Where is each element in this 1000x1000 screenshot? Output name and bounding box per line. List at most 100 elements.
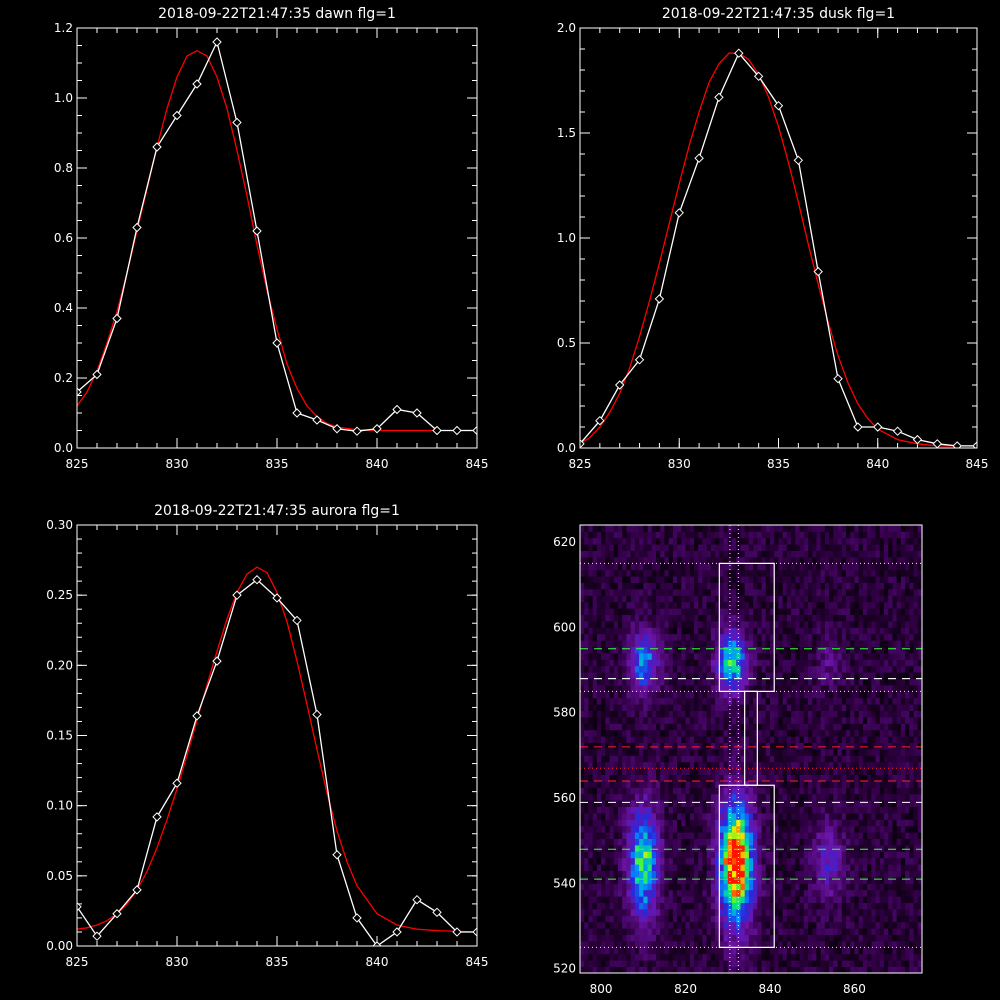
heatmap-cell — [668, 697, 674, 705]
heatmap-cell — [786, 685, 792, 692]
heatmap-cell — [639, 550, 644, 558]
heatmap-cell — [753, 608, 758, 615]
heatmap-cell — [795, 774, 800, 782]
heatmap-cell — [626, 717, 632, 724]
heatmap-cell — [630, 800, 636, 807]
heatmap-cell — [706, 717, 712, 724]
heatmap-cell — [748, 781, 754, 788]
heatmap-cell — [820, 685, 826, 692]
heatmap-cell — [795, 800, 800, 807]
heatmap-cell — [596, 755, 602, 763]
heatmap-cell — [833, 934, 838, 942]
heatmap-cell — [580, 832, 585, 839]
heatmap-cell — [761, 621, 767, 628]
heatmap-cell — [841, 531, 847, 539]
heatmap-cell — [795, 672, 800, 679]
heatmap-cell — [618, 710, 623, 718]
heatmap-cell — [791, 896, 796, 903]
heatmap-cell — [795, 742, 800, 750]
heatmap-cell — [820, 915, 826, 923]
heatmap-cell — [605, 768, 610, 775]
heatmap-cell — [681, 627, 686, 635]
heatmap-cell — [643, 800, 648, 807]
heatmap-cell — [685, 685, 691, 692]
heatmap-cell — [630, 685, 636, 692]
heatmap-cell — [618, 889, 623, 897]
heatmap-cell — [782, 947, 788, 955]
heatmap-cell — [677, 595, 682, 603]
heatmap-cell — [841, 819, 847, 827]
heatmap-cell — [770, 966, 775, 973]
heatmap-cell — [677, 646, 682, 654]
heatmap-cell — [795, 595, 800, 603]
heatmap-cell — [634, 685, 640, 692]
data-point-marker — [932, 439, 943, 448]
heatmap-cell — [601, 550, 606, 558]
heatmap-cell — [723, 691, 729, 699]
heatmap-cell — [677, 928, 682, 935]
heatmap-cell — [656, 525, 661, 532]
heatmap-cell — [791, 653, 796, 660]
heatmap-cell — [748, 550, 754, 558]
heatmap-cell — [824, 947, 830, 955]
heatmap-cell — [596, 774, 602, 782]
heatmap-cell — [829, 928, 834, 935]
heatmap-cell — [770, 851, 775, 859]
heatmap-cell — [795, 857, 800, 865]
heatmap-cell — [761, 915, 767, 923]
heatmap-cell — [618, 525, 623, 532]
heatmap-cell — [626, 915, 632, 923]
heatmap-cell — [596, 928, 602, 935]
heatmap-cell — [753, 851, 758, 859]
heatmap-cell — [685, 864, 691, 871]
heatmap-cell — [829, 953, 834, 961]
heatmap-cell — [668, 883, 674, 891]
heatmap-cell — [622, 934, 627, 942]
heatmap-cell — [757, 557, 762, 564]
heatmap-cell — [618, 704, 623, 711]
heatmap-cell — [744, 589, 750, 596]
heatmap-cell — [837, 966, 843, 973]
heatmap-cell — [634, 742, 640, 750]
heatmap-cell — [647, 857, 653, 865]
heatmap-cell — [613, 531, 619, 539]
heatmap-cell — [702, 608, 708, 615]
data-point-marker — [833, 373, 843, 384]
heatmap-cell — [681, 608, 686, 615]
heatmap-cell — [732, 851, 737, 859]
data-point-marker — [674, 208, 684, 218]
heatmap-cell — [689, 755, 695, 763]
heatmap-cell — [601, 845, 606, 852]
heatmap-cell — [647, 941, 653, 948]
heatmap-cell — [740, 870, 746, 878]
heatmap-cell — [694, 704, 699, 711]
heatmap-cell — [702, 915, 708, 923]
heatmap-cell — [660, 659, 665, 667]
heatmap-cell — [808, 608, 813, 615]
heatmap-cell — [715, 633, 720, 641]
heatmap-cell — [808, 755, 813, 763]
heatmap-cell — [596, 921, 602, 929]
heatmap-cell — [833, 633, 838, 641]
heatmap-cell — [740, 640, 746, 647]
heatmap-cell — [639, 749, 644, 756]
heatmap-cell — [723, 595, 729, 603]
heatmap-cell — [698, 537, 703, 545]
heatmap-cell — [740, 774, 746, 782]
heatmap-cell — [715, 825, 720, 833]
heatmap-cell — [668, 857, 674, 865]
heatmap-cell — [681, 704, 686, 711]
heatmap-cell — [833, 544, 838, 551]
heatmap-cell — [689, 857, 695, 865]
heatmap-cell — [719, 601, 724, 609]
heatmap-cell — [803, 608, 809, 615]
heatmap-cell — [584, 941, 589, 948]
heatmap-cell — [816, 678, 822, 686]
heatmap-cell — [677, 934, 682, 942]
heatmap-cell — [719, 915, 724, 923]
heatmap-cell — [778, 595, 784, 603]
heatmap-cell — [824, 729, 830, 737]
heatmap-cell — [786, 582, 792, 590]
heatmap-cell — [833, 691, 838, 699]
heatmap-cell — [799, 531, 805, 539]
